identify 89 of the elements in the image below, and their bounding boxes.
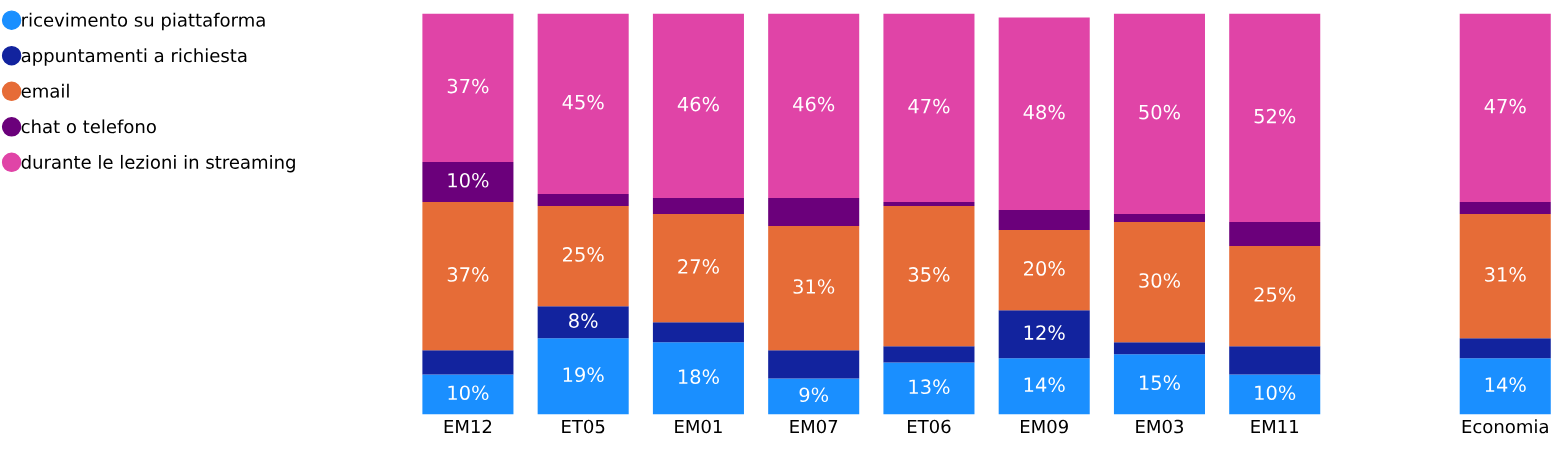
bar [1459, 13, 1551, 203]
data-label: 37% [447, 78, 489, 94]
data-label: 30% [1139, 273, 1180, 288]
bar [652, 322, 744, 343]
data-label: 27% [678, 259, 719, 274]
data-label: 46% [677, 96, 719, 112]
data-label: 46% [793, 96, 835, 112]
bar [537, 338, 629, 415]
bar [537, 13, 629, 194]
bar [537, 206, 629, 307]
bar [1459, 338, 1551, 359]
bar [422, 350, 514, 375]
bar [768, 13, 860, 199]
data-label: 35% [908, 267, 950, 282]
data-label: 52% [1254, 108, 1296, 124]
bar [1229, 222, 1321, 247]
bar [768, 350, 860, 379]
data-label: 10% [448, 172, 489, 188]
bar [422, 202, 514, 351]
x-tick-label: Economia [1462, 419, 1548, 434]
bar [998, 310, 1090, 359]
bar [883, 346, 975, 363]
bar [1113, 354, 1205, 415]
data-label: 13% [909, 379, 950, 395]
data-label: 31% [1485, 267, 1526, 282]
x-tick-label: EM01 [675, 419, 722, 434]
data-label: 9% [799, 387, 829, 403]
data-label: 50% [1139, 104, 1180, 120]
bar [998, 17, 1090, 211]
data-label: 15% [1139, 375, 1180, 391]
bar [422, 161, 514, 203]
bar [1459, 202, 1551, 215]
x-tick-label: EM11 [1251, 419, 1299, 434]
bar [422, 374, 514, 415]
bar [998, 210, 1090, 231]
legend-label: email [21, 83, 69, 98]
bar [768, 198, 860, 227]
data-label: 10% [1255, 385, 1296, 401]
x-tick-label: ET06 [908, 419, 951, 434]
data-label: 31% [793, 279, 835, 294]
bar [998, 358, 1090, 415]
bar [883, 206, 975, 347]
data-label: 8% [569, 313, 598, 328]
bar [883, 13, 975, 203]
bar [1113, 222, 1205, 343]
legend-label: appuntamenti a richiesta [21, 48, 247, 66]
data-label: 48% [1023, 104, 1065, 120]
data-label: 20% [1024, 261, 1065, 276]
x-tick-label: EM12 [444, 419, 492, 434]
bar [1113, 214, 1205, 223]
bar [998, 230, 1090, 311]
data-label: 45% [562, 94, 604, 110]
data-label: 37% [447, 267, 489, 282]
bar [1113, 13, 1205, 215]
x-tick-label: EM09 [1021, 419, 1068, 434]
data-label: 19% [563, 367, 604, 383]
x-tick-label: EM03 [1136, 419, 1183, 434]
data-label: 12% [1024, 325, 1065, 340]
legend-label: chat o telefono [21, 119, 156, 134]
bar [1229, 246, 1321, 347]
bar [537, 194, 629, 207]
data-label: 18% [678, 369, 719, 385]
bar [652, 342, 744, 415]
bar [537, 306, 629, 339]
bar [1229, 374, 1321, 415]
x-tick-label: ET05 [562, 419, 605, 434]
bar [883, 362, 975, 415]
data-label: 25% [1254, 287, 1296, 302]
bar [1113, 342, 1205, 355]
bar [1459, 358, 1551, 415]
bar [883, 202, 975, 207]
bar [652, 198, 744, 215]
legend-label: durante le lezioni in streaming [21, 154, 295, 173]
bar [1229, 346, 1321, 375]
data-label: 47% [1484, 98, 1526, 114]
bar [652, 13, 744, 199]
bar [768, 378, 860, 415]
bar [652, 214, 744, 323]
bar [1459, 214, 1551, 339]
data-label: 14% [1024, 377, 1065, 393]
bar [1229, 13, 1321, 223]
bar [422, 13, 514, 162]
legend-label: ricevimento su piattaforma [22, 12, 265, 31]
data-label: 47% [908, 98, 950, 114]
data-label: 10% [448, 385, 489, 401]
data-label: 25% [562, 247, 604, 262]
bar [768, 226, 860, 351]
x-tick-label: EM07 [790, 419, 838, 434]
data-label: 14% [1485, 377, 1526, 393]
